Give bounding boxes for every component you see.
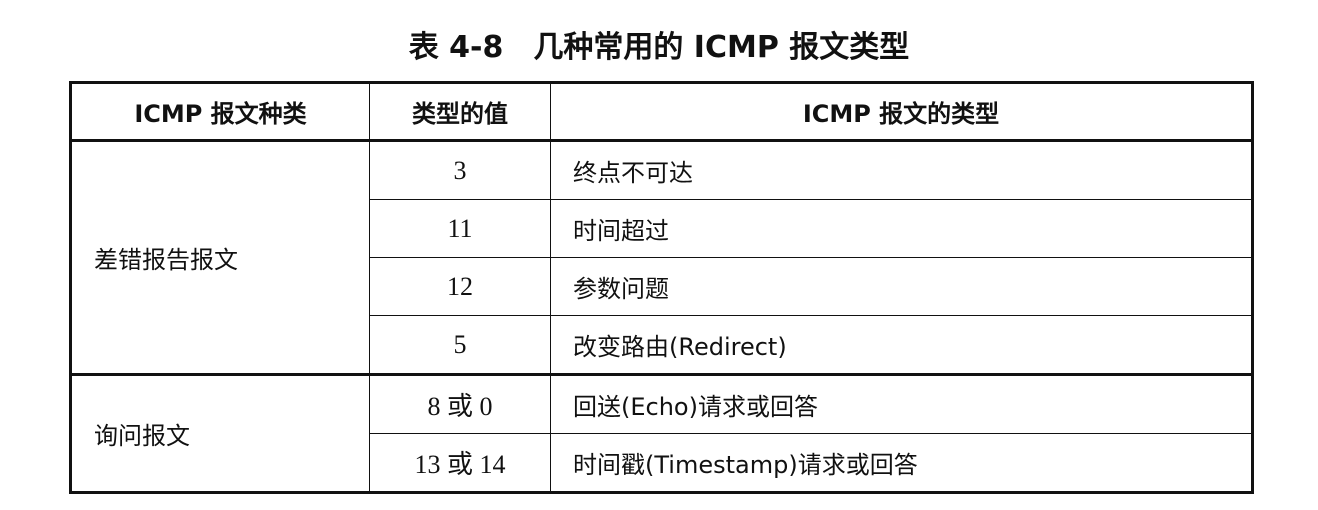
category-cell: 询问报文: [70, 373, 370, 493]
icmp-types-table: ICMP 报文种类 类型的值 ICMP 报文的类型 差错报告报文 3 终点不可达…: [69, 81, 1254, 494]
table-title: 表 4-8 几种常用的 ICMP 报文类型: [408, 30, 910, 65]
header-value: 类型的值: [369, 82, 551, 141]
type-cell: 终点不可达: [550, 139, 1253, 200]
value-cell: 5: [369, 315, 551, 375]
value-cell: 3: [369, 139, 551, 200]
type-cell: 参数问题: [550, 257, 1253, 316]
header-type: ICMP 报文的类型: [550, 82, 1253, 141]
table-row: 差错报告报文 3 终点不可达: [70, 139, 1253, 375]
value-cell: 12: [369, 257, 551, 316]
category-cell: 差错报告报文: [70, 139, 370, 375]
value-cell: 8 或 0: [369, 373, 551, 434]
table-row: 11 时间超过: [71, 199, 1253, 258]
type-cell: 回送(Echo)请求或回答: [550, 373, 1253, 434]
value-cell: 13 或 14: [369, 433, 551, 493]
table-row: 询问报文 8 或 0 回送(Echo)请求或回答: [70, 373, 1253, 493]
table-row: 5 改变路由(Redirect): [71, 315, 1253, 375]
type-cell: 时间戳(Timestamp)请求或回答: [550, 433, 1253, 493]
header-category: ICMP 报文种类: [70, 82, 370, 141]
header-row: ICMP 报文种类 类型的值 ICMP 报文的类型: [70, 82, 1253, 141]
table-row: 13 或 14 时间戳(Timestamp)请求或回答: [71, 433, 1253, 493]
type-cell: 改变路由(Redirect): [550, 315, 1253, 375]
value-cell: 11: [369, 199, 551, 258]
type-cell: 时间超过: [550, 199, 1253, 258]
